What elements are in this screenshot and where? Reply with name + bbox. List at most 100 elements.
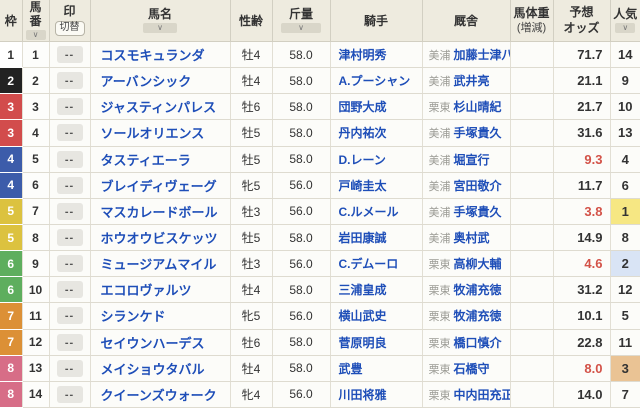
- trainer-link[interactable]: 橋口慎介: [453, 335, 502, 350]
- jockey-link[interactable]: A.プーシャン: [338, 74, 411, 89]
- horse-number-cell: 5: [22, 146, 50, 173]
- horse-name-link[interactable]: セイウンハーデス: [100, 335, 205, 351]
- mark-button[interactable]: --: [56, 124, 83, 142]
- horse-name-cell: エコロヴァルツ: [90, 276, 231, 304]
- jockey-link[interactable]: 菅原明良: [338, 335, 387, 350]
- trainer-link[interactable]: 杉山晴紀: [453, 100, 502, 115]
- mark-button[interactable]: --: [56, 359, 83, 377]
- table-row: 7 11 -- シランケド 牝5 56.0 横山武史 栗東 牧浦充徳 10.1 5: [0, 302, 640, 330]
- horse-name-cell: ミュージアムマイル: [90, 250, 231, 278]
- jockey-link[interactable]: 川田将雅: [338, 387, 387, 402]
- jockey-cell: 岩田康誠: [330, 224, 423, 252]
- trainer-link[interactable]: 石橋守: [453, 361, 490, 376]
- mark-button[interactable]: --: [56, 98, 83, 116]
- mark-button[interactable]: --: [56, 281, 83, 299]
- sort-horse-name-button[interactable]: ∨: [143, 23, 177, 34]
- horse-name-link[interactable]: ホウオウビスケッツ: [100, 231, 218, 247]
- jockey-link[interactable]: 津村明秀: [338, 48, 387, 63]
- mark-cell: --: [49, 381, 91, 408]
- horse-name-link[interactable]: コスモキュランダ: [100, 48, 205, 64]
- horse-name-link[interactable]: ブレイディヴェーグ: [100, 178, 217, 194]
- mark-button[interactable]: --: [56, 385, 83, 403]
- trainer-link[interactable]: 加藤士津八: [453, 48, 510, 63]
- weight-cell: 56.0: [272, 250, 331, 278]
- jockey-link[interactable]: D.レーン: [338, 152, 386, 167]
- frame-number-cell: 3: [0, 93, 23, 121]
- col-header-mark: 印 切替: [48, 0, 91, 42]
- horse-name-cell: ブレイディヴェーグ: [90, 172, 231, 199]
- sort-popularity-button[interactable]: ∨: [615, 23, 636, 34]
- trainer-link[interactable]: 手塚貴久: [453, 126, 502, 141]
- stable-region-label: 栗東: [428, 311, 451, 324]
- trainer-link[interactable]: 堀宣行: [453, 152, 490, 167]
- sort-weight-button[interactable]: ∨: [281, 23, 321, 34]
- horse-name-link[interactable]: ジャスティンパレス: [100, 100, 217, 116]
- jockey-link[interactable]: 武豊: [338, 361, 363, 376]
- table-row: 5 7 -- マスカレードボール 牡3 56.0 C.ルメール 美浦 手塚貴久 3…: [0, 198, 640, 225]
- jockey-link[interactable]: 三浦皇成: [338, 283, 387, 298]
- weight-cell: 58.0: [272, 93, 331, 121]
- table-row: 3 3 -- ジャスティンパレス 牡6 58.0 団野大成 栗東 杉山晴紀 21.…: [0, 93, 640, 121]
- weight-cell: 56.0: [272, 172, 331, 199]
- odds-cell: 9.3: [553, 146, 611, 173]
- mark-toggle-button[interactable]: 切替: [54, 20, 85, 36]
- jockey-link[interactable]: C.ルメール: [338, 204, 399, 219]
- horse-name-link[interactable]: シランケド: [100, 309, 166, 325]
- trainer-link[interactable]: 牧浦充徳: [453, 283, 502, 298]
- trainer-link[interactable]: 宮田敬介: [453, 178, 502, 193]
- horse-name-link[interactable]: クイーンズウォーク: [100, 387, 217, 403]
- stable-cell: 美浦 宮田敬介: [422, 172, 511, 199]
- horse-name-link[interactable]: メイショウタバル: [100, 361, 205, 377]
- weight-cell: 56.0: [272, 198, 331, 225]
- popularity-cell: 13: [610, 119, 640, 147]
- popularity-cell: 10: [610, 93, 640, 121]
- jockey-link[interactable]: 戸崎圭太: [338, 178, 387, 193]
- stable-cell: 栗東 橋口慎介: [422, 329, 511, 356]
- trainer-link[interactable]: 奥村武: [453, 231, 490, 246]
- col-header-body-weight: 馬体重 (増減): [509, 0, 554, 42]
- mark-button[interactable]: --: [56, 72, 83, 90]
- horse-name-link[interactable]: タスティエーラ: [100, 152, 191, 168]
- trainer-link[interactable]: 中内田充正: [453, 387, 510, 402]
- mark-button[interactable]: --: [56, 46, 83, 64]
- mark-cell: --: [49, 224, 91, 252]
- body-weight-cell: [510, 172, 554, 199]
- col-header-stable: 厩舎: [421, 0, 511, 42]
- table-row: 3 4 -- ソールオリエンス 牡5 58.0 丹内祐次 美浦 手塚貴久 31.6…: [0, 119, 640, 147]
- mark-button[interactable]: --: [56, 176, 83, 194]
- jockey-cell: 武豊: [330, 355, 423, 382]
- mark-button[interactable]: --: [56, 202, 83, 220]
- jockey-link[interactable]: 岩田康誠: [338, 231, 387, 246]
- jockey-link[interactable]: 団野大成: [338, 100, 387, 115]
- jockey-cell: 菅原明良: [330, 329, 423, 356]
- chevron-down-icon: ∨: [298, 23, 304, 33]
- jockey-link[interactable]: 横山武史: [338, 309, 387, 324]
- jockey-link[interactable]: C.デムーロ: [338, 257, 399, 272]
- col-header-horse-number: 馬番 ∨: [21, 0, 50, 42]
- col-header-odds: 予想 オッズ: [552, 0, 611, 42]
- mark-button[interactable]: --: [56, 255, 83, 273]
- horse-number-cell: 14: [22, 381, 50, 408]
- horse-name-cell: セイウンハーデス: [90, 329, 231, 356]
- mark-button[interactable]: --: [56, 229, 83, 247]
- trainer-link[interactable]: 高柳大輔: [453, 257, 502, 272]
- stable-cell: 栗東 高柳大輔: [422, 250, 511, 278]
- horse-name-link[interactable]: マスカレードボール: [100, 204, 218, 220]
- stable-cell: 美浦 加藤士津八: [422, 41, 511, 69]
- trainer-link[interactable]: 手塚貴久: [453, 204, 502, 219]
- table-row: 8 13 -- メイショウタバル 牡4 58.0 武豊 栗東 石橋守 8.0 3: [0, 355, 640, 382]
- horse-name-link[interactable]: ソールオリエンス: [100, 126, 205, 142]
- sort-horse-number-button[interactable]: ∨: [25, 29, 46, 40]
- jockey-link[interactable]: 丹内祐次: [338, 126, 387, 141]
- col-header-body-weight-label: 馬体重: [513, 5, 550, 20]
- mark-button[interactable]: --: [56, 150, 83, 168]
- sex-age-cell: 牡5: [230, 224, 273, 252]
- trainer-link[interactable]: 牧浦充徳: [453, 309, 502, 324]
- horse-name-link[interactable]: アーバンシック: [100, 74, 192, 90]
- trainer-link[interactable]: 武井亮: [453, 74, 490, 89]
- horse-name-link[interactable]: ミュージアムマイル: [100, 257, 217, 273]
- mark-button[interactable]: --: [56, 333, 83, 351]
- horse-name-link[interactable]: エコロヴァルツ: [100, 283, 192, 299]
- mark-button[interactable]: --: [56, 307, 83, 325]
- weight-cell: 56.0: [272, 381, 331, 408]
